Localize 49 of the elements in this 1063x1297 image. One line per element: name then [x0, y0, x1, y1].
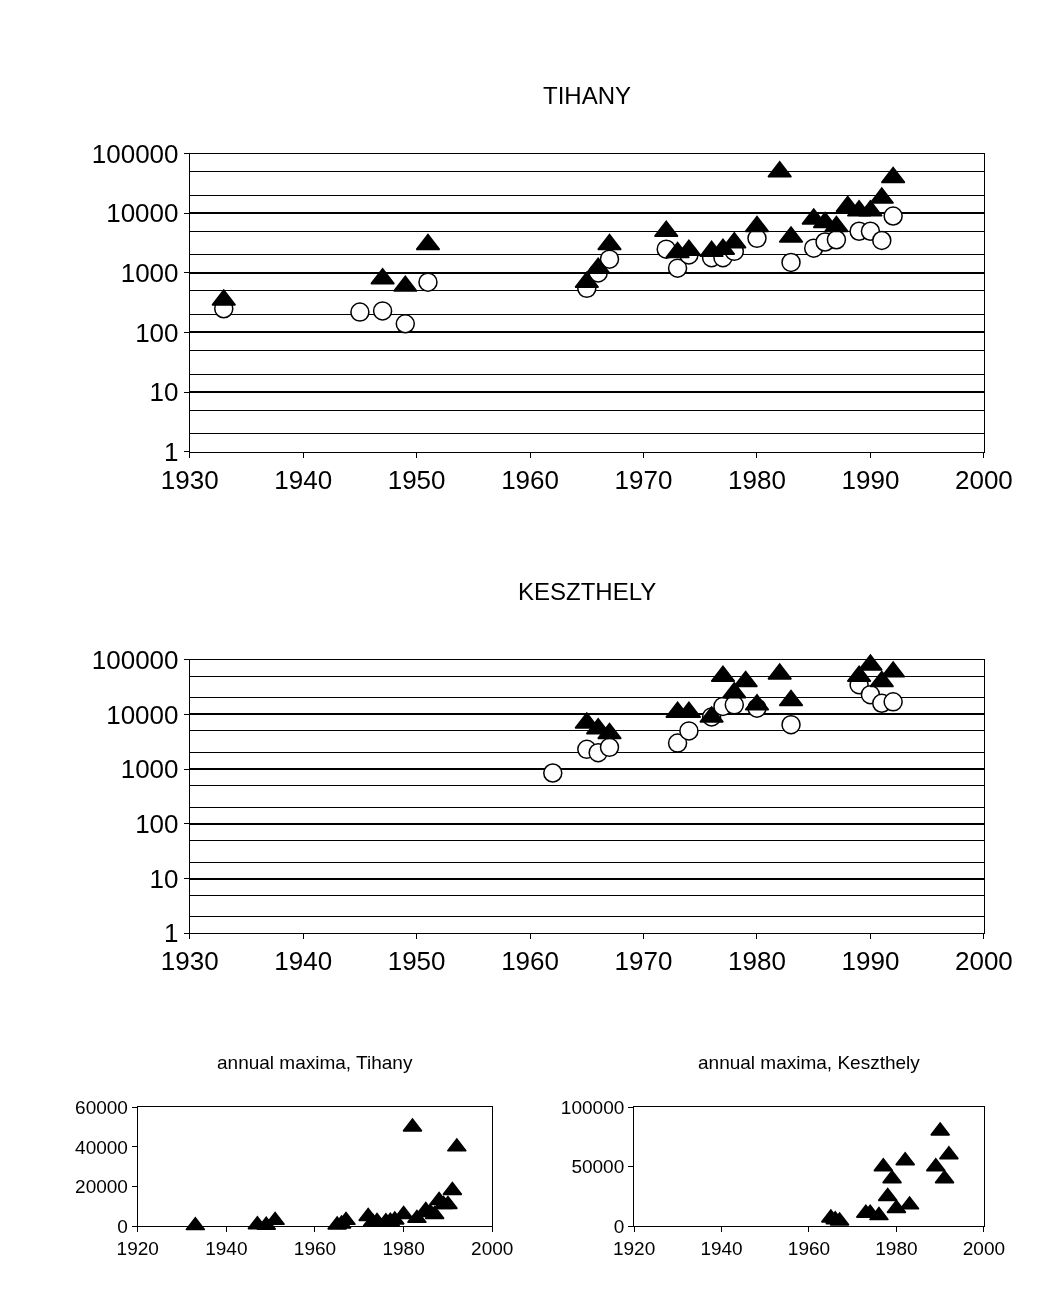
y-tick-label: 10 [149, 863, 179, 894]
x-tick-label: 2000 [954, 946, 1013, 977]
x-tick-label: 1980 [875, 1238, 918, 1260]
x-tick-label: 1930 [160, 464, 219, 495]
y-tick-label: 10000 [106, 198, 179, 229]
x-tick-label: 2000 [471, 1238, 514, 1260]
chart-title: KESZTHELY [518, 578, 657, 605]
x-tick-label: 1940 [274, 946, 333, 977]
x-tick-label: 1960 [787, 1238, 831, 1260]
x-tick-label: 1920 [612, 1238, 656, 1260]
x-tick-label: 1980 [382, 1238, 425, 1260]
x-tick-label: 1990 [841, 946, 900, 977]
y-tick-label: 50000 [571, 1156, 625, 1178]
y-tick-label: 40000 [75, 1136, 128, 1158]
x-tick-label: 1960 [501, 464, 560, 495]
x-tick-label: 1970 [614, 946, 673, 977]
y-tick-label: 20000 [75, 1176, 128, 1198]
x-tick-label: 1970 [614, 464, 673, 495]
y-tick-label: 60000 [75, 1096, 128, 1118]
chart-title: TIHANY [543, 82, 632, 109]
x-tick-label: 1960 [293, 1238, 337, 1260]
x-tick-label: 1950 [387, 464, 446, 495]
x-tick-label: 1980 [728, 464, 786, 495]
x-tick-label: 2000 [962, 1238, 1006, 1260]
y-tick-label: 100 [135, 808, 179, 839]
y-tick-label: 0 [613, 1215, 625, 1237]
y-tick-label: 100 [135, 317, 179, 348]
y-tick-label: 10000 [106, 699, 179, 730]
x-tick-label: 1960 [501, 946, 560, 977]
y-tick-label: 0 [117, 1215, 128, 1237]
y-tick-label: 1 [164, 918, 179, 949]
y-tick-label: 1000 [120, 258, 179, 288]
x-tick-label: 1940 [274, 464, 333, 495]
y-tick-label: 100000 [91, 644, 179, 675]
x-tick-label: 1940 [700, 1238, 743, 1260]
x-tick-label: 1920 [116, 1238, 159, 1260]
x-tick-label: 1940 [205, 1238, 248, 1260]
x-tick-label: 1980 [728, 946, 786, 977]
y-tick-label: 1000 [120, 754, 179, 785]
x-tick-label: 1930 [160, 946, 219, 977]
y-tick-label: 10 [149, 377, 179, 408]
x-tick-label: 1950 [387, 946, 446, 977]
y-tick-label: 100000 [91, 138, 179, 169]
chart-title: annual maxima, Tihany [217, 1052, 413, 1073]
x-tick-label: 1990 [841, 464, 900, 495]
y-tick-label: 100000 [560, 1096, 625, 1118]
chart-title: annual maxima, Keszthely [698, 1052, 921, 1073]
x-tick-label: 2000 [954, 464, 1013, 495]
y-tick-label: 1 [164, 436, 179, 467]
